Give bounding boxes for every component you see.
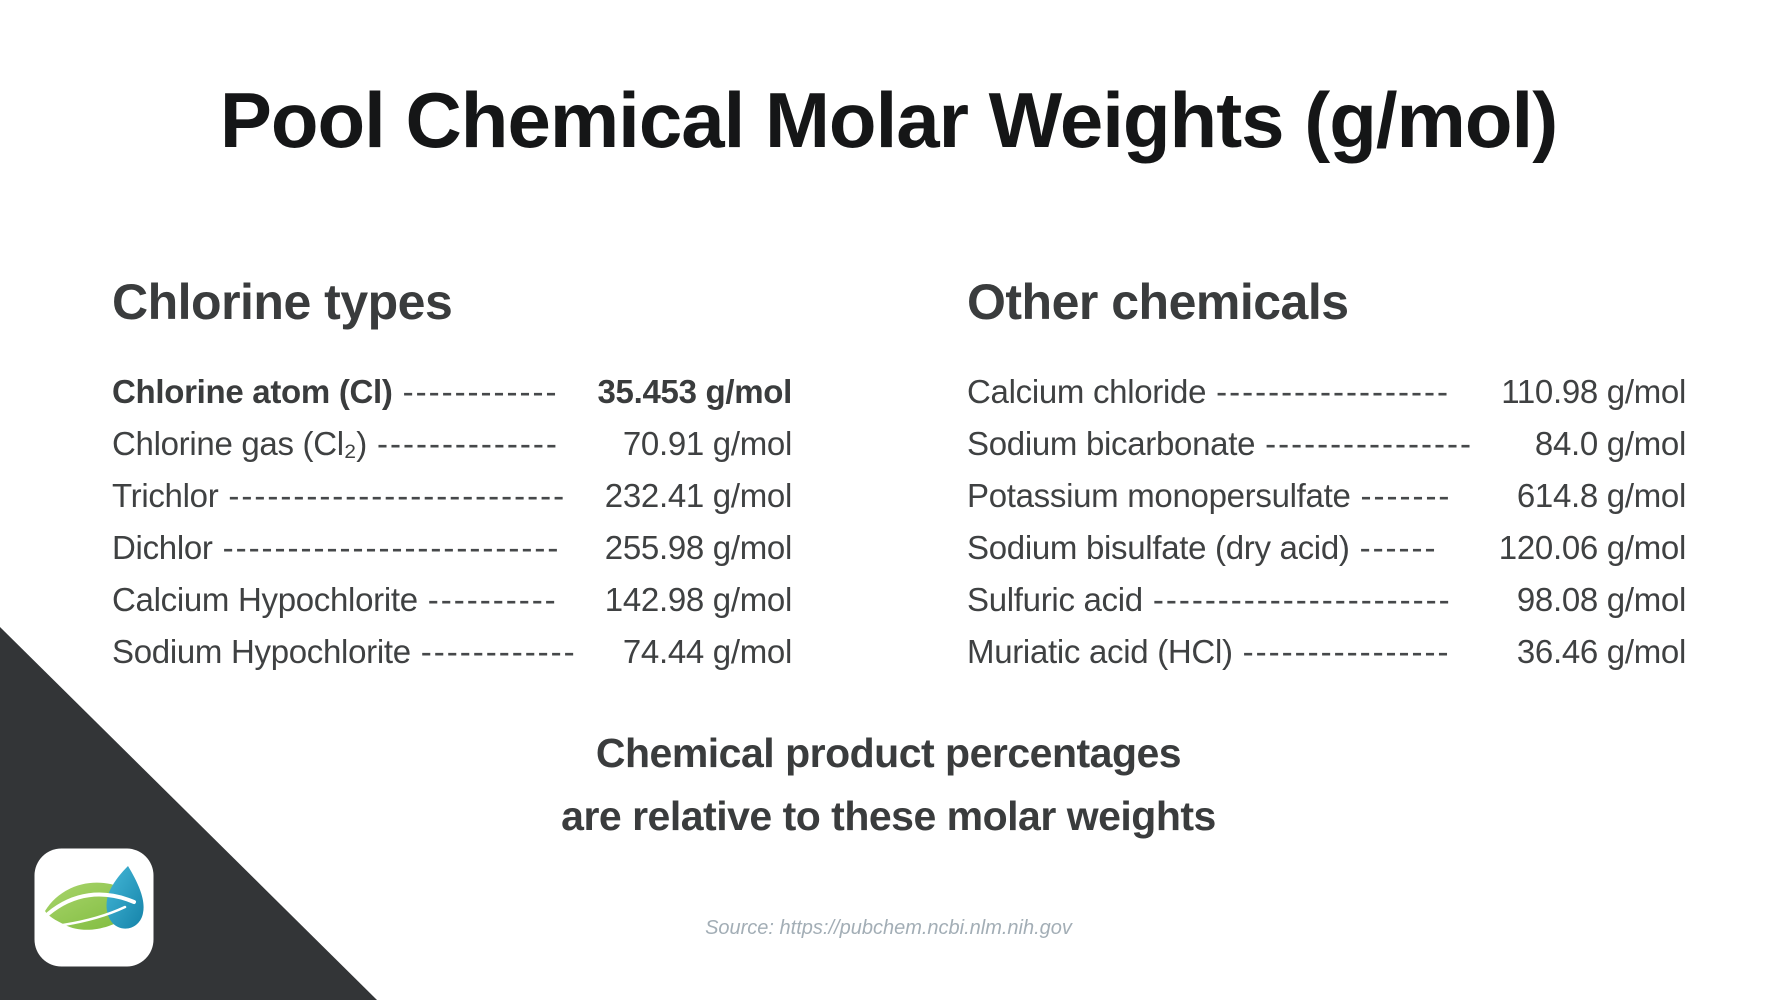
- molar-weight-value: 70.91 g/mol: [622, 425, 792, 462]
- chemical-row: Dichlor -------------------------- 255.9…: [112, 522, 792, 574]
- leader-dashes: --------------------------: [222, 529, 561, 566]
- molar-weight-value: 232.41 g/mol: [604, 477, 793, 514]
- leaf-logo: [33, 847, 155, 968]
- other-chemicals-list: Calcium chloride ------------------ 110.…: [967, 366, 1686, 678]
- molar-weight-value: 614.8 g/mol: [1516, 477, 1686, 514]
- column-heading-other-chemicals: Other chemicals: [967, 274, 1349, 330]
- chemical-label: Chlorine atom (Cl): [112, 373, 393, 410]
- leaf-logo-icon: [34, 848, 154, 967]
- molar-weight-value: 35.453 g/mol: [597, 373, 793, 410]
- chemical-label: Chlorine gas (Cl₂): [112, 425, 367, 462]
- chemical-label: Potassium monopersulfate: [967, 477, 1351, 514]
- leaf-vein-highlight: [46, 892, 136, 916]
- chemical-label: Sulfuric acid: [967, 581, 1143, 618]
- chemical-row: Calcium chloride ------------------ 110.…: [967, 366, 1686, 418]
- source-citation: Source: https://pubchem.ncbi.nlm.nih.gov: [705, 917, 1072, 939]
- chemical-row: Sodium bicarbonate ---------------- 84.0…: [967, 418, 1686, 470]
- chemical-label: Trichlor: [112, 477, 219, 514]
- molar-weight-value: 120.06 g/mol: [1498, 529, 1687, 566]
- leader-dashes: ----------------: [1265, 425, 1473, 462]
- chemical-row: Sodium Hypochlorite ------------ 74.44 g…: [112, 626, 792, 678]
- molar-weight-value: 98.08 g/mol: [1516, 581, 1686, 618]
- chemical-row: Potassium monopersulfate ------- 614.8 g…: [967, 470, 1686, 522]
- chlorine-types-list: Chlorine atom (Cl) ------------ 35.453 g…: [112, 366, 792, 678]
- molar-weight-value: 74.44 g/mol: [622, 633, 792, 670]
- chemical-label: Dichlor: [112, 529, 213, 566]
- leader-dashes: -----------------------: [1152, 581, 1452, 618]
- footer-note-line2: are relative to these molar weights: [561, 793, 1216, 839]
- other-chemicals-column: Other chemicals Calcium chloride -------…: [967, 272, 1686, 678]
- leader-dashes: --------------: [377, 425, 559, 462]
- leader-dashes: ------------: [420, 633, 577, 670]
- leader-dashes: ------------------: [1216, 373, 1450, 410]
- leader-dashes: --------------------------: [228, 477, 567, 514]
- chemical-row: Sodium bisulfate (dry acid) ------ 120.0…: [967, 522, 1686, 574]
- chemical-label: Sodium bicarbonate: [967, 425, 1256, 462]
- footer-note-line1: Chemical product percentages: [595, 730, 1182, 776]
- chemical-label: Calcium chloride: [967, 373, 1207, 410]
- leader-dashes: ----------: [427, 581, 558, 618]
- chemical-row: Chlorine gas (Cl₂) -------------- 70.91 …: [112, 418, 792, 470]
- molar-weight-value: 84.0 g/mol: [1534, 425, 1686, 462]
- leader-dashes: ------: [1359, 529, 1438, 566]
- chlorine-types-column: Chlorine types Chlorine atom (Cl) ------…: [112, 272, 792, 678]
- molar-weight-value: 142.98 g/mol: [604, 581, 793, 618]
- leader-dashes: ----------------: [1242, 633, 1451, 670]
- leader-dashes: ------------: [402, 373, 559, 410]
- molar-weight-value: 255.98 g/mol: [604, 529, 793, 566]
- chemical-row: Muriatic acid (HCl) ---------------- 36.…: [967, 626, 1686, 678]
- chemical-label: Sodium bisulfate (dry acid): [967, 529, 1350, 566]
- leader-dashes: -------: [1360, 477, 1452, 514]
- leaf-vein-highlight-2: [61, 905, 127, 927]
- chemical-row: Chlorine atom (Cl) ------------ 35.453 g…: [112, 366, 792, 418]
- molar-weight-value: 110.98 g/mol: [1501, 373, 1686, 410]
- column-heading-chlorine-types: Chlorine types: [112, 274, 453, 330]
- chemical-label: Sodium Hypochlorite: [112, 633, 411, 670]
- footer-note: Chemical product percentages are relativ…: [0, 722, 1777, 848]
- chemical-row: Trichlor -------------------------- 232.…: [112, 470, 792, 522]
- chemical-row: Sulfuric acid ----------------------- 98…: [967, 574, 1686, 626]
- chemical-label: Muriatic acid (HCl): [967, 633, 1233, 670]
- chemical-label: Calcium Hypochlorite: [112, 581, 418, 618]
- chemical-row: Calcium Hypochlorite ---------- 142.98 g…: [112, 574, 792, 626]
- page-title: Pool Chemical Molar Weights (g/mol): [219, 76, 1558, 164]
- molar-weight-value: 36.46 g/mol: [1516, 633, 1686, 670]
